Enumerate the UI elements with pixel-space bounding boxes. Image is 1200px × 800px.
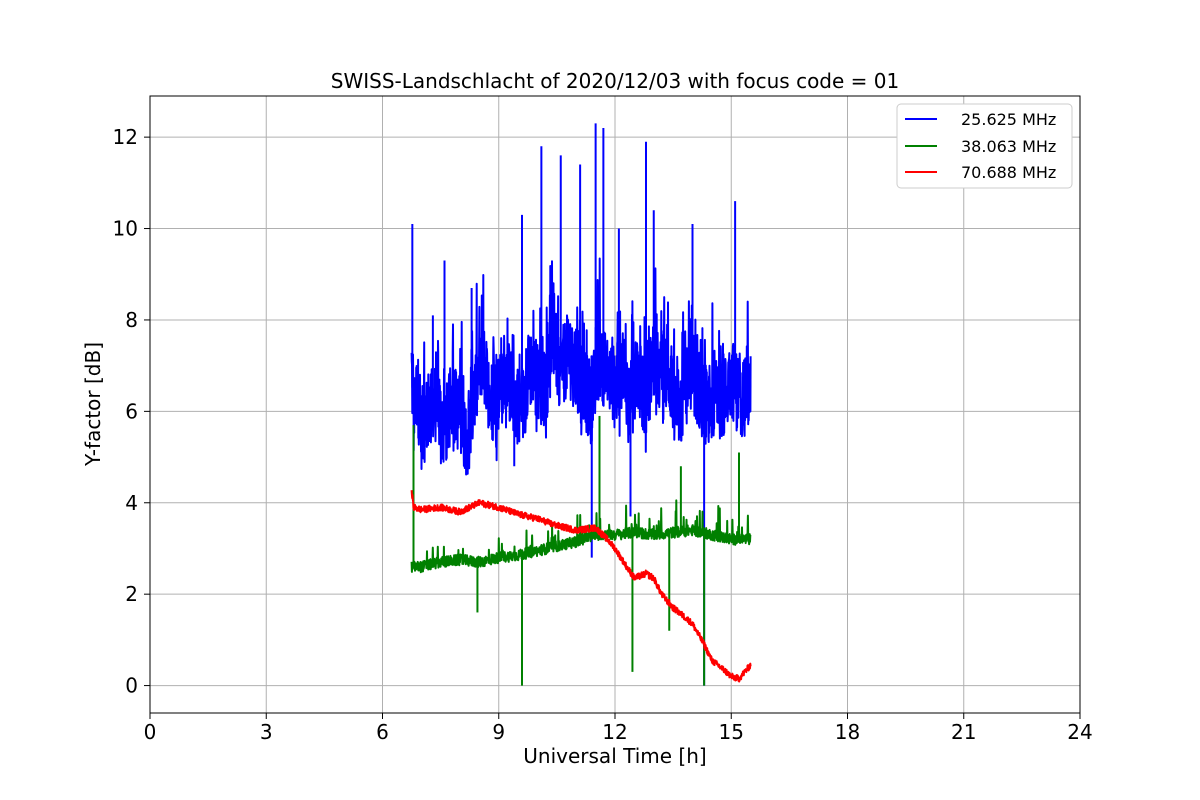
chart-title: SWISS-Landschlacht of 2020/12/03 with fo… [331,69,899,93]
legend-label-38mhz: 38.063 MHz [961,137,1056,156]
y-tick-label: 12 [113,125,138,149]
y-tick-label: 0 [125,674,138,698]
y-tick-label: 4 [125,491,138,515]
y-tick-label: 8 [125,308,138,332]
x-axis-label: Universal Time [h] [523,744,706,768]
x-tick-label: 9 [492,720,505,744]
y-axis-label: Y-factor [dB] [81,342,105,467]
x-tick-label: 15 [719,720,744,744]
legend-label-70mhz: 70.688 MHz [961,163,1056,182]
y-tick-label: 2 [125,582,138,606]
x-tick-label: 21 [951,720,976,744]
x-tick-label: 6 [376,720,389,744]
series-70mhz-line [410,490,752,683]
x-tick-label: 24 [1067,720,1092,744]
y-tick-label: 6 [125,399,138,423]
legend-label-25mhz: 25.625 MHz [961,110,1056,129]
x-tick-label: 12 [602,720,627,744]
series-38mhz-line [410,499,752,574]
x-tick-label: 0 [144,720,157,744]
legend: 25.625 MHz 38.063 MHz 70.688 MHz [896,103,1073,189]
x-tick-label: 18 [835,720,860,744]
y-tick-label: 10 [113,217,138,241]
legend-box [896,103,1073,189]
x-tick-label: 3 [260,720,273,744]
plot-area [410,123,752,686]
